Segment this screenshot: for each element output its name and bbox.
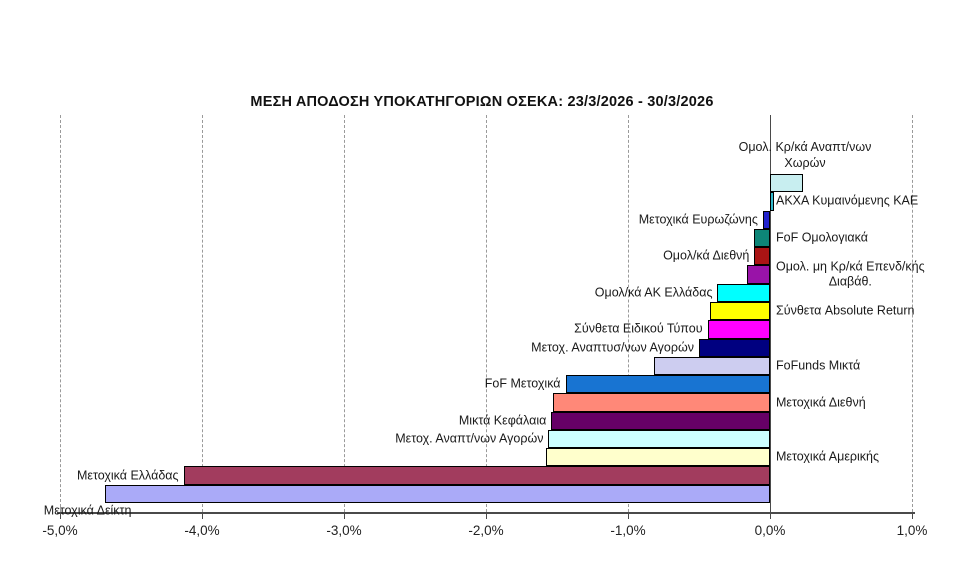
chart-bar — [707, 320, 770, 339]
chart-bar — [565, 375, 770, 394]
bar-label: ΑΚΧΑ Κυμαινόμενης ΚΑΕ — [776, 193, 919, 208]
gridline — [486, 115, 487, 512]
chart-bar — [545, 448, 770, 467]
bar-label: FoFunds Μικτά — [776, 358, 861, 373]
x-axis-tick — [912, 512, 913, 519]
x-axis-tick — [202, 512, 203, 519]
bar-label: Μετοχικά Διεθνή — [776, 394, 866, 409]
chart-title: ΜΕΣΗ ΑΠΟΔΟΣΗ ΥΠΟΚΑΤΗΓΟΡΙΩΝ ΟΣΕΚΑ: 23/3/2… — [250, 94, 714, 110]
chart-bar — [754, 247, 770, 266]
bar-label: Μετοχικά Αμερικής — [776, 449, 880, 464]
chart-bar — [653, 356, 770, 376]
x-axis-tick — [770, 512, 771, 519]
chart-bar — [105, 484, 770, 504]
bar-label: FoF Ομολογιακά — [776, 230, 868, 245]
bar-label: Σύνθετα Absolute Return — [776, 303, 915, 318]
chart-bar — [754, 228, 770, 248]
x-axis-tick — [60, 512, 61, 519]
bar-label: Ομολ. Κρ/κά Αναπτ/νων Χωρών — [738, 140, 872, 170]
bar-label: FoF Μετοχικά — [484, 376, 561, 391]
bar-label: Μετοχ. Αναπτ/νων Αγορών — [395, 431, 544, 446]
x-axis-tick-label: -4,0% — [184, 523, 220, 538]
gridline — [344, 115, 345, 512]
chart-bar — [699, 338, 770, 357]
chart-bar — [770, 192, 775, 211]
gridline — [60, 115, 61, 512]
chart-bar — [552, 393, 770, 412]
chart-bar — [717, 283, 770, 302]
chart-bar — [183, 466, 770, 485]
x-axis-tick — [344, 512, 345, 519]
chart-bar — [548, 429, 770, 449]
x-axis-tick — [486, 512, 487, 519]
bar-label: Ομολ/κά ΑΚ Ελλάδας — [594, 285, 713, 300]
x-axis-tick-label: 0,0% — [754, 523, 786, 538]
bar-label: Μετοχ. Αναπτυσ/νων Αγορών — [531, 339, 694, 354]
x-axis-tick-label: 1,0% — [896, 523, 928, 538]
x-axis-tick-label: -5,0% — [42, 523, 78, 538]
chart-bar — [747, 265, 770, 284]
chart-bar — [762, 210, 770, 229]
bar-label: Μετοχικά Ευρωζώνης — [638, 211, 758, 226]
gridline — [628, 115, 629, 512]
gridline — [912, 115, 913, 512]
zero-gridline — [770, 115, 771, 512]
x-axis-tick-label: -1,0% — [610, 523, 646, 538]
bar-label: Ομολ. μη Κρ/κά Επενδ/κής Διαβάθ. — [776, 259, 925, 289]
chart-bar — [710, 301, 770, 321]
bar-label: Μετοχικά Ελλάδας — [76, 467, 179, 482]
bar-label: Μικτά Κεφάλαια — [458, 413, 547, 428]
chart-bar — [551, 411, 770, 430]
x-axis-tick-label: -2,0% — [468, 523, 504, 538]
gridline — [202, 115, 203, 512]
bar-label: Μετοχικά Δείκτη — [43, 503, 132, 518]
x-axis-tick — [628, 512, 629, 519]
x-axis-tick-label: -3,0% — [326, 523, 362, 538]
bar-label: Ομολ/κά Διεθνή — [663, 248, 750, 263]
bar-label: Σύνθετα Ειδικού Τύπου — [574, 321, 703, 336]
chart-bar — [770, 174, 803, 193]
